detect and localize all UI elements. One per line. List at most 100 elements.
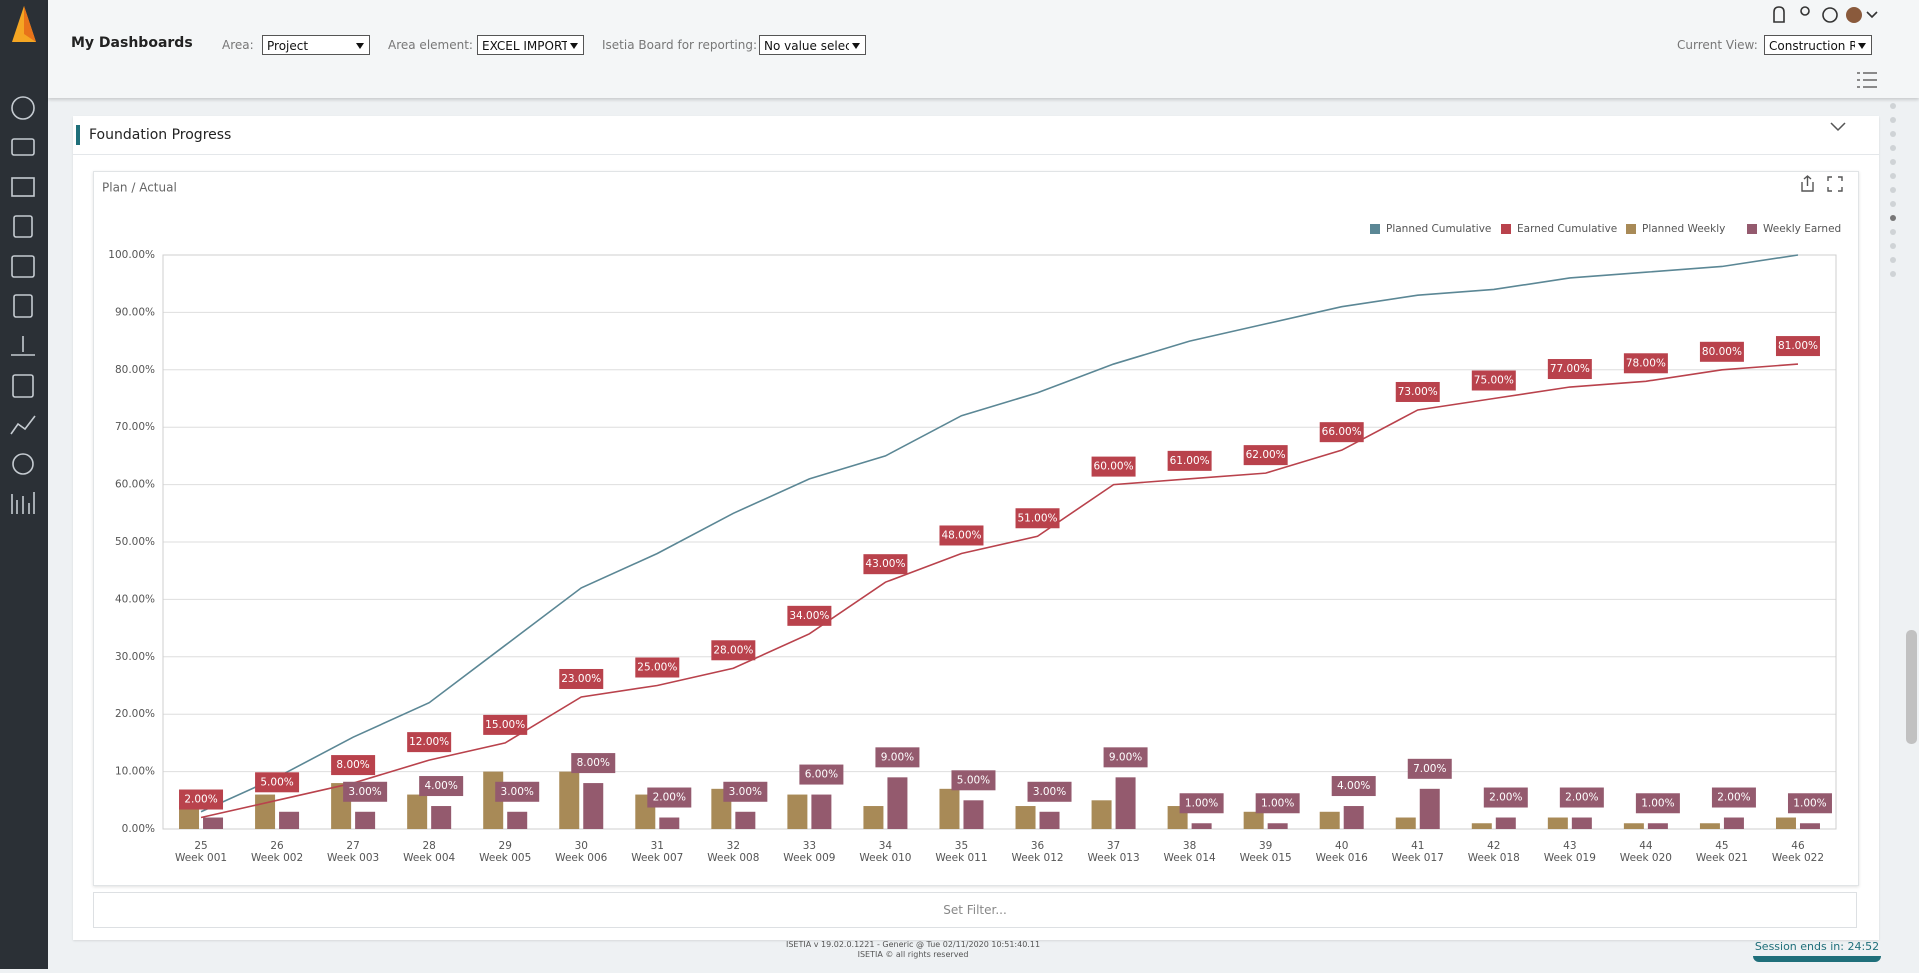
panel-title: Foundation Progress	[89, 127, 232, 143]
scrollbar-thumb[interactable]	[1906, 630, 1917, 744]
nav-dot[interactable]	[1890, 159, 1896, 165]
bar	[559, 771, 580, 829]
bar	[1395, 817, 1416, 829]
bar	[787, 794, 808, 829]
view-select[interactable]: Construction Re	[1764, 35, 1872, 55]
bar	[1723, 817, 1744, 829]
value-label: 80.00%	[1702, 346, 1742, 358]
y-tick-label: 0.00%	[122, 823, 155, 835]
value-label: 81.00%	[1778, 340, 1818, 352]
notifications-icon[interactable]	[1773, 6, 1785, 23]
filter-bar[interactable]: Set Filter...	[93, 892, 1857, 928]
x-tick-label: Week 007	[631, 852, 683, 864]
filter-label: Area element:	[388, 38, 473, 52]
value-label: 34.00%	[789, 610, 829, 622]
scroll-area	[1890, 103, 1917, 744]
list-icon[interactable]	[1855, 70, 1879, 90]
y-tick-label: 90.00%	[115, 306, 155, 318]
bar	[255, 794, 276, 829]
value-label-bg	[863, 554, 908, 575]
nav-dot[interactable]	[1890, 117, 1896, 123]
y-tick-label: 50.00%	[115, 536, 155, 548]
bar	[1191, 823, 1212, 829]
fullscreen-icon[interactable]	[1827, 176, 1843, 192]
y-tick-label: 10.00%	[115, 766, 155, 778]
value-label-bg	[1775, 336, 1820, 357]
value-label: 1.00%	[1185, 797, 1218, 809]
settings-icon[interactable]	[1822, 7, 1838, 23]
users-icon[interactable]	[1800, 6, 1810, 16]
value-label: 3.00%	[729, 786, 762, 798]
nav-dot[interactable]	[1890, 271, 1896, 277]
nav-dot[interactable]	[1890, 131, 1896, 137]
value-label: 4.00%	[1337, 780, 1370, 792]
nav-icon[interactable]	[11, 255, 35, 278]
x-tick-label: 38	[1183, 840, 1196, 852]
nav-dot[interactable]	[1890, 187, 1896, 193]
nav-dot[interactable]	[1890, 103, 1896, 109]
value-label: 66.00%	[1322, 426, 1362, 438]
nav-icon[interactable]	[11, 96, 35, 120]
menu-chevron[interactable]	[1866, 11, 1878, 19]
nav-icon[interactable]	[12, 374, 34, 398]
x-tick-label: Week 018	[1468, 852, 1520, 864]
board-select[interactable]: No value selecte	[759, 35, 866, 55]
nav-icon[interactable]	[11, 177, 35, 197]
x-tick-label: Week 005	[479, 852, 531, 864]
avatar[interactable]	[1846, 7, 1862, 23]
value-label: 12.00%	[409, 736, 449, 748]
legend-marker	[1370, 224, 1380, 234]
y-tick-label: 20.00%	[115, 708, 155, 720]
value-label-bg	[407, 732, 452, 753]
area-element-select[interactable]: EXCEL IMPORT	[477, 35, 584, 55]
filter-label: Area:	[222, 38, 254, 52]
x-tick-label: 27	[346, 840, 359, 852]
value-label-bg	[559, 668, 604, 689]
nav-icon[interactable]	[11, 492, 35, 514]
area-select[interactable]: Project	[262, 35, 370, 55]
x-tick-label: 43	[1563, 840, 1576, 852]
bar	[863, 806, 884, 829]
x-tick-label: 35	[955, 840, 968, 852]
nav-dot[interactable]	[1890, 229, 1896, 235]
x-tick-label: Week 017	[1392, 852, 1444, 864]
nav-icon[interactable]	[11, 336, 35, 356]
nav-icon[interactable]	[11, 138, 35, 156]
value-label: 2.00%	[653, 792, 686, 804]
value-label-bg	[1699, 341, 1744, 362]
nav-icon[interactable]	[13, 215, 33, 238]
value-label: 3.00%	[1033, 786, 1066, 798]
nav-dot-active[interactable]	[1890, 215, 1896, 221]
value-label-bg	[1711, 787, 1756, 808]
nav-dot[interactable]	[1890, 257, 1896, 263]
value-label: 9.00%	[1109, 751, 1142, 763]
nav-dot[interactable]	[1890, 173, 1896, 179]
value-label-bg	[1623, 353, 1668, 374]
y-tick-label: 100.00%	[108, 249, 155, 261]
page-title: My Dashboards	[71, 35, 193, 51]
value-label: 61.00%	[1170, 455, 1210, 467]
top-icons	[1773, 6, 1878, 23]
legend-label: Weekly Earned	[1763, 223, 1841, 235]
nav-icon[interactable]	[12, 453, 34, 475]
nav-icon[interactable]	[13, 294, 33, 318]
collapse-icon[interactable]	[1828, 120, 1848, 134]
value-label-bg	[255, 772, 300, 793]
value-label-bg	[331, 755, 376, 776]
bar	[1571, 817, 1592, 829]
value-label-bg	[571, 753, 616, 774]
nav-dot[interactable]	[1890, 201, 1896, 207]
nav-icon[interactable]	[10, 415, 36, 435]
bar	[179, 806, 200, 829]
value-label: 2.00%	[1717, 792, 1750, 804]
x-tick-label: 26	[270, 840, 284, 852]
value-label-bg	[787, 605, 832, 626]
nav-dot[interactable]	[1890, 145, 1896, 151]
value-label-bg	[1787, 793, 1832, 814]
value-label: 75.00%	[1474, 375, 1514, 387]
nav-dot[interactable]	[1890, 243, 1896, 249]
x-tick-label: 45	[1715, 840, 1728, 852]
export-icon[interactable]	[1801, 175, 1814, 192]
bar	[203, 817, 224, 829]
